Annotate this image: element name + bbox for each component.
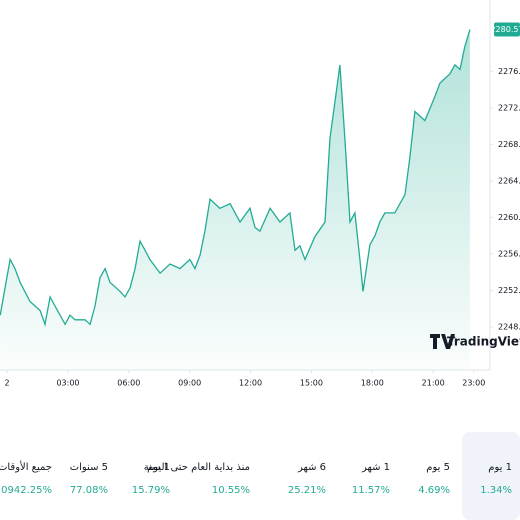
tab-label: 6 شهر [297,462,326,473]
y-tick-label: 2272.00 [498,103,520,112]
last-price-label: 2280.57 [490,25,520,34]
tab-label: 5 سنوات [69,462,108,473]
tab-change: 4.69% [418,485,450,496]
x-tick-label: 09:00 [178,379,201,388]
tab-change: 10.55% [211,485,250,496]
period-tab[interactable]: 1 شهر 11.57% [340,432,398,520]
x-tick-label: 06:00 [117,379,140,388]
tab-label: جميع الأوقات [0,462,52,473]
x-tick-label: 12:00 [239,379,262,388]
period-tab[interactable]: جميع الأوقات 10942.25% [0,432,60,520]
x-tick-label: 21:00 [422,379,445,388]
tab-label: 5 يوم [426,462,450,473]
tab-change: 1.34% [480,485,512,496]
period-tab[interactable]: 5 يوم 4.69% [398,432,458,520]
x-tick-label: 15:00 [300,379,323,388]
tab-label: 1 سنة [143,462,170,473]
tab-change: 25.21% [287,485,326,496]
period-tab[interactable]: 5 سنوات 77.08% [58,432,116,520]
area [0,29,470,370]
tab-change: 10942.25% [0,485,52,496]
x-tick-label: 18:00 [361,379,384,388]
y-tick-label: 2256.00 [498,249,520,258]
x-tick-label: 23:00 [462,379,485,388]
tab-label: 1 يوم [488,462,512,473]
period-tab[interactable]: منذ بداية العام حتى اليوم 10.55% [147,432,258,520]
x-tick-label: 03:00 [56,379,79,388]
chart: TradingView 2248.002252.002256.002260.00… [0,0,520,388]
last-price-box [494,22,520,37]
y-tick-label: 2268.00 [498,140,520,149]
y-tick-label: 2264.00 [498,176,520,185]
x-tick-label: 2 [5,379,10,388]
y-tick-label: 2252.00 [498,286,520,295]
y-tick-label: 2248.00 [498,323,520,332]
period-tab[interactable]: 1 يوم 1.34% [462,432,520,520]
tab-label: منذ بداية العام حتى اليوم [147,462,250,473]
tab-change: 15.79% [131,485,170,496]
line [0,29,471,327]
period-tabs: 1 يوم 1.34% 5 يوم 4.69% 1 شهر 11.57% 6 شهر 25.2… [0,432,520,520]
tab-label: 1 شهر [361,462,390,473]
tab-change: 11.57% [351,485,390,496]
period-tab[interactable]: 1 سنة 15.79% [118,432,178,520]
period-tab[interactable]: 6 شهر 25.21% [272,432,334,520]
y-tick-label: 2276.00 [498,67,520,76]
y-tick-label: 2260.00 [498,213,520,222]
tab-change: 77.08% [69,485,108,496]
